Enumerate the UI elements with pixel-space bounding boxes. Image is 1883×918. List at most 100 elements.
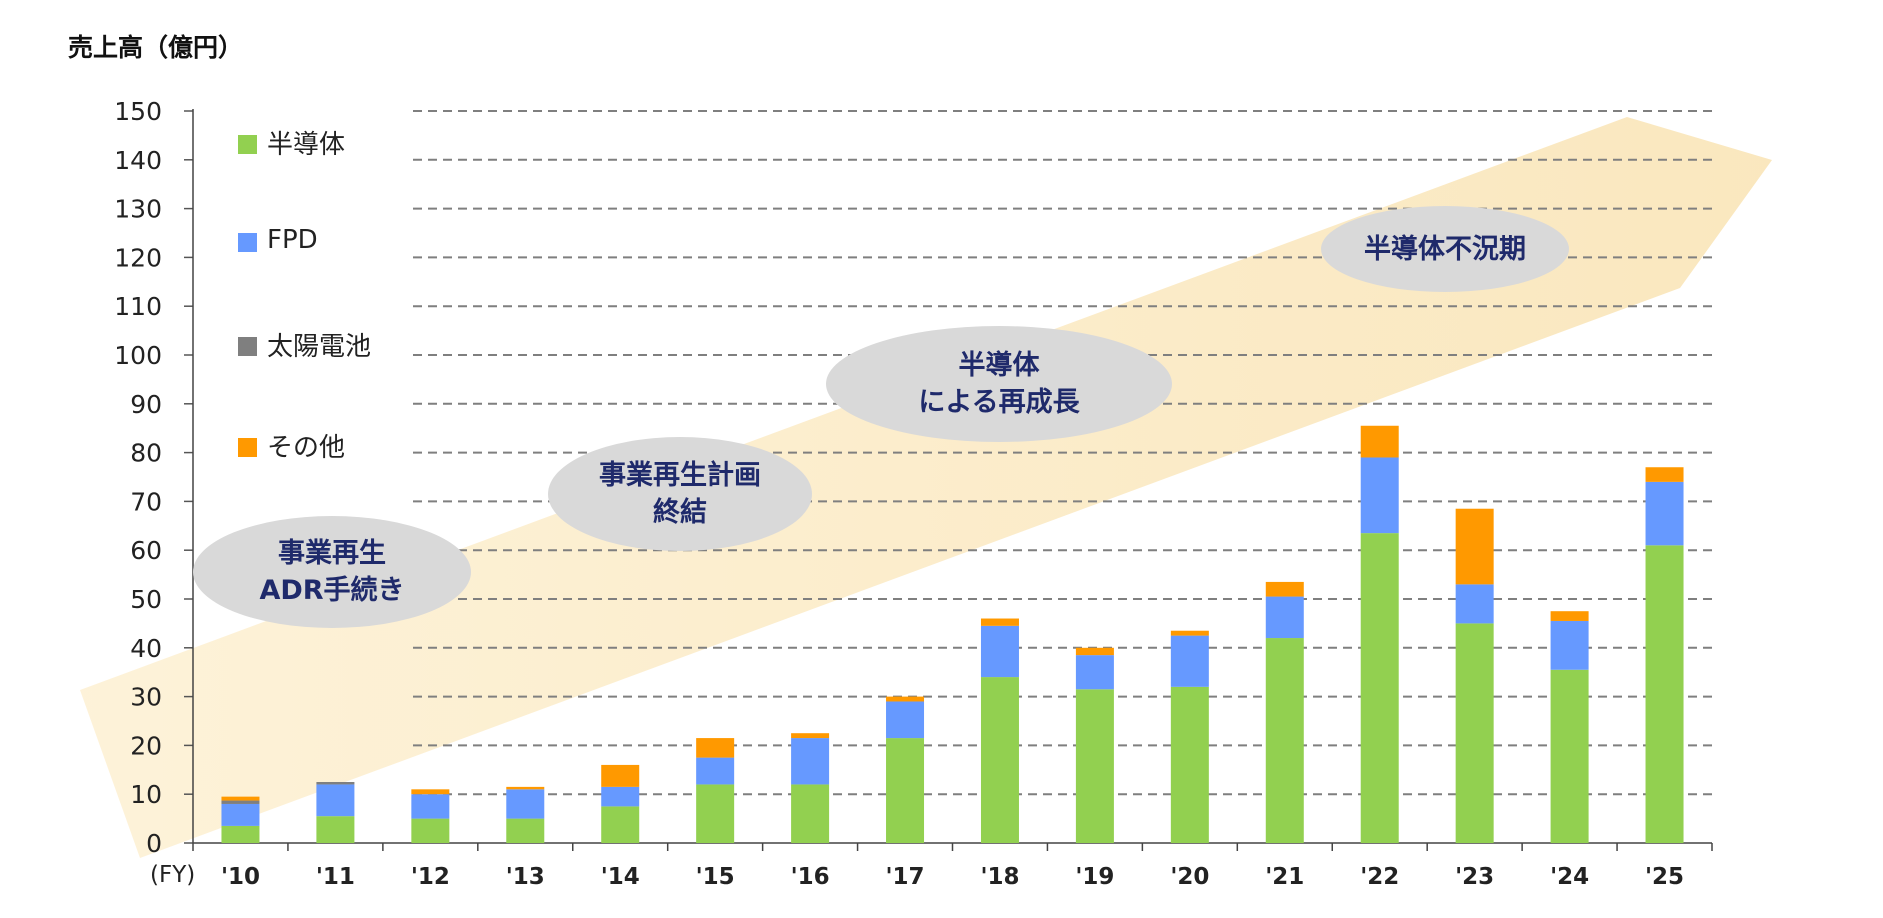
bar-segment xyxy=(696,784,735,843)
legend-swatch-fpd xyxy=(238,232,257,252)
bar-segment xyxy=(791,784,830,843)
y-tick-label: 100 xyxy=(114,341,162,370)
annotation-downturn-line-1: 半導体不況期 xyxy=(1364,233,1526,265)
bar-segment xyxy=(316,784,355,817)
growth-arrow-band xyxy=(80,117,1772,858)
bar-segment xyxy=(1360,457,1399,534)
x-tick-label: '13 xyxy=(506,864,545,890)
x-tick-label: '15 xyxy=(696,864,735,890)
annotation-downturn: 半導体不況期 xyxy=(1321,206,1569,292)
bar-segment xyxy=(506,789,545,819)
bar-segment xyxy=(1170,635,1209,687)
bar-segment xyxy=(601,786,640,807)
y-tick-label: 130 xyxy=(114,195,162,224)
y-axis-ticks: 0 10 20 30 40 50 60 70 80 90 100 110 120 130 140 150 xyxy=(114,97,193,858)
x-tick-label: '20 xyxy=(1170,864,1209,890)
bar-segment xyxy=(1075,689,1114,843)
x-tick-label: '14 xyxy=(601,864,640,890)
x-axis-labels: '10 '11 '12 '13 '14 '15 '16 '17 '18 '19 '20 '21 '22 '… xyxy=(221,864,1684,890)
bar-segment xyxy=(1550,669,1589,843)
legend-swatch-semiconductor xyxy=(238,135,257,154)
bar-segment xyxy=(411,794,450,819)
legend-item-fpd: FPD xyxy=(238,225,318,255)
x-tick-label: '11 xyxy=(316,864,355,890)
legend-item-other: その他 xyxy=(238,427,345,464)
bar-segment xyxy=(1645,545,1684,843)
x-tick-label: '23 xyxy=(1455,864,1494,890)
bar-segment xyxy=(696,738,735,758)
bar-segment xyxy=(1265,596,1304,639)
bar-segment xyxy=(886,701,925,739)
y-tick-label: 40 xyxy=(130,634,162,663)
bar-segment xyxy=(1360,533,1399,843)
y-tick-label: 90 xyxy=(130,390,162,419)
annotation-regrowth-line-1: 半導体 xyxy=(958,350,1040,381)
bar-segment xyxy=(1455,623,1494,843)
y-tick-label: 110 xyxy=(114,292,162,321)
bar-segment xyxy=(601,764,640,787)
bar-segment xyxy=(1455,584,1494,624)
annotation-plan-complete-line-2: 終結 xyxy=(653,497,707,528)
y-tick-label: 150 xyxy=(114,97,162,126)
annotation-adr-line-2: ADR手続き xyxy=(259,575,405,606)
y-tick-label: 50 xyxy=(130,585,162,614)
y-tick-label: 10 xyxy=(130,780,162,809)
annotation-plan-complete-line-1: 事業再生計画 xyxy=(599,460,761,491)
bar-segment xyxy=(221,825,260,843)
bar-segment xyxy=(411,818,450,843)
bar-segment xyxy=(221,796,260,801)
bar-segment xyxy=(506,786,545,790)
y-tick-label: 120 xyxy=(114,243,162,272)
annotation-regrowth: 半導体 による再成長 xyxy=(826,326,1172,442)
bar-segment xyxy=(980,625,1019,678)
legend-item-solar: 太陽電池 xyxy=(238,326,371,363)
x-tick-label: '17 xyxy=(886,864,925,890)
x-tick-label: '24 xyxy=(1550,864,1589,890)
bar-segment xyxy=(791,733,830,739)
x-tick-label: '21 xyxy=(1265,864,1304,890)
y-tick-label: 30 xyxy=(130,683,162,712)
chart-title: 売上高（億円） xyxy=(68,33,244,62)
bar-segment xyxy=(221,800,260,804)
bar-segment xyxy=(1075,655,1114,690)
bar-segment xyxy=(980,677,1019,843)
y-tick-label: 0 xyxy=(146,829,162,858)
y-tick-label: 60 xyxy=(130,536,162,565)
bar-segment xyxy=(316,782,355,785)
annotation-adr-line-1: 事業再生 xyxy=(278,538,386,569)
bars xyxy=(221,425,1684,843)
bar-segment xyxy=(1265,581,1304,597)
x-tick-label: '16 xyxy=(791,864,830,890)
annotation-adr: 事業再生 ADR手続き xyxy=(193,516,471,628)
x-tick-label: '10 xyxy=(221,864,260,890)
bar-segment xyxy=(886,738,925,843)
x-axis-title: (FY) xyxy=(150,862,196,888)
x-tick-label: '22 xyxy=(1360,864,1399,890)
bar-segment xyxy=(221,803,260,826)
bar-segment xyxy=(1455,508,1494,585)
x-tick-label: '12 xyxy=(411,864,450,890)
bar-segment xyxy=(316,816,355,843)
annotation-regrowth-line-2: による再成長 xyxy=(918,387,1080,418)
legend-label-other: その他 xyxy=(267,433,346,463)
bar-segment xyxy=(1265,638,1304,843)
legend-label-solar: 太陽電池 xyxy=(267,332,372,362)
y-tick-label: 70 xyxy=(130,487,162,516)
bar-segment xyxy=(1645,467,1684,482)
bar-segment xyxy=(1550,620,1589,670)
bar-segment xyxy=(601,806,640,843)
bar-segment xyxy=(1075,647,1114,656)
legend-label-fpd: FPD xyxy=(267,225,318,255)
bar-segment xyxy=(1550,611,1589,621)
x-tick-label: '18 xyxy=(980,864,1019,890)
legend-label-semiconductor: 半導体 xyxy=(267,130,346,160)
y-tick-label: 80 xyxy=(130,439,162,468)
bar-segment xyxy=(696,757,735,785)
legend-item-semiconductor: 半導体 xyxy=(238,124,345,161)
bar-segment xyxy=(886,696,925,702)
bar-segment xyxy=(980,618,1019,626)
bar-segment xyxy=(411,789,450,795)
y-tick-label: 20 xyxy=(130,731,162,760)
bar-segment xyxy=(791,738,830,785)
